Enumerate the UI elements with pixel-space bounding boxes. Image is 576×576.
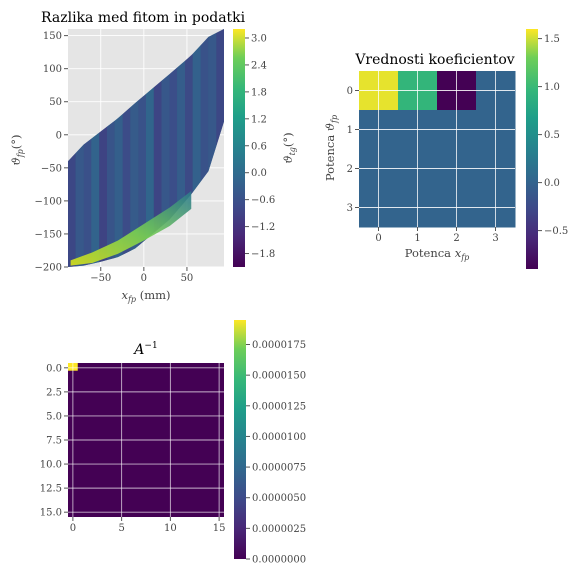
panel-coefficients-xlabel: Potenca xfp <box>405 246 470 262</box>
y-tick-label: 0.0 <box>46 363 62 374</box>
panel-residuals-image <box>68 29 224 267</box>
panel-coefficients-grid <box>359 71 515 227</box>
colorbar-tick-label: 1.8 <box>251 87 267 98</box>
residual-stripe <box>192 45 201 193</box>
colorbar-tick-label: 0.0000025 <box>252 524 306 535</box>
x-tick-label: 10 <box>164 523 177 534</box>
panel-inverse-colorbar-ticks: 0.0000175 0.0000150 0.0000125 0.0000100 0.00… <box>246 340 306 566</box>
panel-residuals-ticks: −50 0 50 −200 −150 −100 −50 0 50 100 150 <box>35 31 194 284</box>
colorbar-tick-label: 0.0000000 <box>252 555 306 566</box>
panel-coefficients-colorbar <box>526 29 538 269</box>
colorbar-tick-label: 0.0000075 <box>252 463 306 474</box>
residual-stripe <box>185 53 193 202</box>
residual-stripe <box>161 74 170 227</box>
y-tick-label: −150 <box>35 229 62 240</box>
colorbar-tick-label: 0.0000150 <box>252 371 306 382</box>
residual-stripe <box>146 87 154 240</box>
colorbar-tick-label: 0.0 <box>251 168 267 179</box>
colorbar-tick-label: −1.2 <box>251 222 275 233</box>
coefficient-cells <box>359 71 516 228</box>
x-tick-label: 0 <box>141 273 147 284</box>
panel-inverse-colorbar <box>234 320 246 559</box>
colorbar-tick-label: 0.0000175 <box>252 340 306 351</box>
residual-stripe <box>107 120 115 261</box>
panel-residuals-xlabel: xfp (mm) <box>121 288 170 304</box>
colorbar-tick-label: 1.5 <box>544 34 560 45</box>
x-tick-label: 3 <box>492 233 498 244</box>
colorbar-tick-label: 2.4 <box>251 60 267 71</box>
panel-coefficients-ylabel: Potenca ϑfp <box>323 115 339 181</box>
panel-residuals-ylabel: ϑfp(°) <box>9 134 25 165</box>
x-tick-label: 1 <box>414 233 420 244</box>
residual-stripe <box>138 93 146 246</box>
residual-stripe <box>68 152 76 267</box>
residual-stripe <box>83 138 92 266</box>
y-tick-label: 12.5 <box>40 484 62 495</box>
residual-stripe <box>130 100 139 251</box>
x-tick-label: 50 <box>181 273 194 284</box>
colorbar-tick-label: 0.0 <box>544 178 560 189</box>
residual-stripe <box>99 126 107 263</box>
x-tick-label: 0 <box>70 523 76 534</box>
colorbar-tick-label: −0.5 <box>544 226 568 237</box>
x-tick-label: 15 <box>213 523 226 534</box>
residual-stripe <box>153 80 162 233</box>
residual-stripe <box>169 67 178 220</box>
colorbar-tick-label: 1.0 <box>544 82 560 93</box>
y-tick-label: 1 <box>347 125 353 136</box>
y-tick-label: 5.0 <box>46 411 62 422</box>
y-tick-label: 10.0 <box>40 460 62 471</box>
y-tick-label: 100 <box>43 64 62 75</box>
residual-stripe <box>177 60 185 211</box>
panel-coefficients: Vrednosti koeficientov 0 1 2 3 0 1 2 3 Potenca … <box>323 29 568 269</box>
y-tick-label: 0 <box>347 86 353 97</box>
x-tick-label: 0 <box>375 233 381 244</box>
panel-residuals-colorbar <box>233 29 245 267</box>
panel-inverse: A−1 0 5 10 15 0.0 2.5 5.0 7.5 10.0 12.5 15.0 0.000… <box>40 320 306 566</box>
colorbar-tick-label: 3.0 <box>251 33 267 44</box>
residual-stripes <box>68 29 224 267</box>
colorbar-tick-label: 0.5 <box>544 130 560 141</box>
y-tick-label: 50 <box>49 97 62 108</box>
panel-coefficients-title: Vrednosti koeficientov <box>354 52 514 68</box>
residual-stripe <box>114 114 123 258</box>
panel-residuals-colorbar-label: ϑtg(°) <box>281 132 297 163</box>
colorbar-tick-label: 0.0000050 <box>252 493 306 504</box>
colorbar-tick-label: 0.6 <box>251 141 267 152</box>
residual-stripe <box>216 29 224 147</box>
residual-stripe <box>122 107 131 255</box>
residual-stripe <box>91 132 100 264</box>
colorbar-tick-label: 0.0000125 <box>252 401 306 412</box>
x-tick-label: 5 <box>118 523 124 534</box>
panel-coefficients-colorbar-ticks: 1.5 1.0 0.5 0.0 −0.5 <box>538 34 568 237</box>
y-tick-label: 3 <box>347 203 353 214</box>
y-tick-label: 2.5 <box>46 387 62 398</box>
residual-stripe <box>200 37 209 182</box>
panel-inverse-ticks: 0 5 10 15 0.0 2.5 5.0 7.5 10.0 12.5 15.0 <box>40 363 226 534</box>
colorbar-tick-label: −1.8 <box>251 249 275 260</box>
residual-stripe <box>75 144 84 267</box>
x-tick-label: 2 <box>453 233 459 244</box>
y-tick-label: 2 <box>347 164 353 175</box>
residual-stripe <box>208 32 217 172</box>
y-tick-label: 7.5 <box>46 436 62 447</box>
x-tick-label: −50 <box>90 273 111 284</box>
y-tick-label: −50 <box>41 163 62 174</box>
colorbar-tick-label: 1.2 <box>251 114 267 125</box>
panel-residuals-colorbar-ticks: 3.0 2.4 1.8 1.2 0.6 0.0 −0.6 −1.2 −1.8 <box>245 33 275 260</box>
y-tick-label: −100 <box>35 196 62 207</box>
panel-inverse-title: A−1 <box>132 341 157 358</box>
panel-inverse-grid <box>68 363 224 517</box>
y-tick-label: −200 <box>35 263 62 274</box>
y-tick-label: 0 <box>56 130 62 141</box>
residual-high-band <box>70 190 192 266</box>
panel-residuals: Razlika med fitom in podatki −50 0 50−200−… <box>9 10 297 304</box>
panel-residuals-title: Razlika med fitom in podatki <box>41 10 246 26</box>
y-tick-label: 150 <box>43 31 62 42</box>
colorbar-tick-label: 0.0000100 <box>252 432 306 443</box>
colorbar-tick-label: −0.6 <box>251 195 275 206</box>
y-tick-label: 15.0 <box>40 508 62 519</box>
panel-coefficients-ticks: 0 1 2 3 0 1 2 3 <box>347 86 499 244</box>
